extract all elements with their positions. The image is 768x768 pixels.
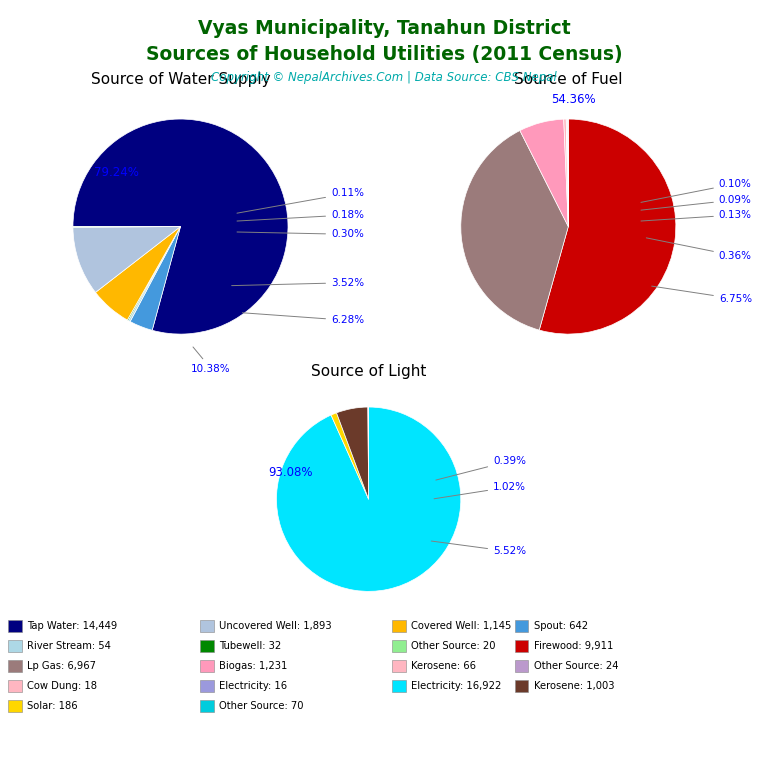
Wedge shape [567, 119, 568, 227]
Text: 0.39%: 0.39% [436, 456, 526, 480]
Text: 0.09%: 0.09% [641, 195, 752, 210]
Text: 3.52%: 3.52% [232, 278, 364, 288]
Wedge shape [564, 119, 568, 227]
Text: 6.75%: 6.75% [652, 286, 752, 304]
Text: Copyright © NepalArchives.Com | Data Source: CBS Nepal: Copyright © NepalArchives.Com | Data Sou… [211, 71, 557, 84]
Text: Firewood: 9,911: Firewood: 9,911 [534, 641, 613, 651]
Text: Uncovered Well: 1,893: Uncovered Well: 1,893 [219, 621, 332, 631]
Text: 0.30%: 0.30% [237, 230, 364, 240]
Text: 79.24%: 79.24% [94, 167, 138, 179]
Text: Electricity: 16,922: Electricity: 16,922 [411, 680, 502, 691]
Title: Source of Light: Source of Light [311, 364, 426, 379]
Wedge shape [95, 227, 180, 320]
Wedge shape [130, 227, 180, 330]
Text: 0.11%: 0.11% [237, 188, 364, 214]
Wedge shape [336, 407, 369, 499]
Title: Source of Fuel: Source of Fuel [514, 72, 623, 87]
Wedge shape [331, 413, 369, 499]
Wedge shape [461, 131, 568, 330]
Wedge shape [276, 407, 461, 591]
Text: 38.21%: 38.21% [0, 767, 1, 768]
Wedge shape [520, 119, 568, 227]
Text: Spout: 642: Spout: 642 [534, 621, 588, 631]
Text: 0.10%: 0.10% [641, 179, 752, 202]
Text: Covered Well: 1,145: Covered Well: 1,145 [411, 621, 511, 631]
Title: Source of Water Supply: Source of Water Supply [91, 72, 270, 87]
Text: Sources of Household Utilities (2011 Census): Sources of Household Utilities (2011 Cen… [146, 45, 622, 64]
Text: 0.18%: 0.18% [237, 210, 364, 221]
Wedge shape [566, 119, 568, 227]
Text: Electricity: 16: Electricity: 16 [219, 680, 287, 691]
Text: 1.02%: 1.02% [434, 482, 526, 498]
Text: Cow Dung: 18: Cow Dung: 18 [27, 680, 97, 691]
Wedge shape [128, 227, 180, 322]
Text: Other Source: 20: Other Source: 20 [411, 641, 495, 651]
Text: 0.13%: 0.13% [641, 210, 752, 221]
Text: 93.08%: 93.08% [268, 466, 313, 479]
Text: Other Source: 70: Other Source: 70 [219, 700, 303, 711]
Wedge shape [539, 119, 676, 334]
Text: 54.36%: 54.36% [551, 93, 596, 106]
Text: 6.28%: 6.28% [243, 313, 364, 326]
Wedge shape [73, 227, 180, 293]
Text: Biogas: 1,231: Biogas: 1,231 [219, 660, 287, 671]
Text: 5.52%: 5.52% [432, 541, 526, 557]
Text: Tubewell: 32: Tubewell: 32 [219, 641, 281, 651]
Text: Kerosene: 1,003: Kerosene: 1,003 [534, 680, 614, 691]
Text: River Stream: 54: River Stream: 54 [27, 641, 111, 651]
Text: Lp Gas: 6,967: Lp Gas: 6,967 [27, 660, 96, 671]
Text: Solar: 186: Solar: 186 [27, 700, 78, 711]
Wedge shape [127, 227, 180, 320]
Text: Kerosene: 66: Kerosene: 66 [411, 660, 476, 671]
Text: Tap Water: 14,449: Tap Water: 14,449 [27, 621, 118, 631]
Wedge shape [73, 119, 288, 334]
Text: Vyas Municipality, Tanahun District: Vyas Municipality, Tanahun District [197, 19, 571, 38]
Text: 0.36%: 0.36% [647, 238, 752, 261]
Text: Other Source: 24: Other Source: 24 [534, 660, 618, 671]
Text: 10.38%: 10.38% [191, 347, 231, 374]
